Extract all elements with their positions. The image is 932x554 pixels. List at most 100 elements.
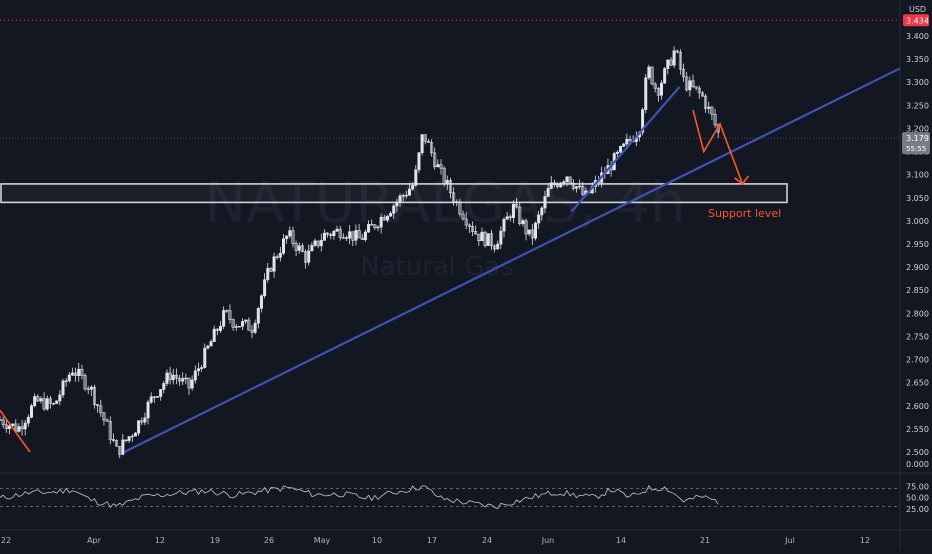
candle-body <box>178 377 182 382</box>
projection-arrowhead <box>734 175 750 186</box>
candle-body <box>133 432 137 437</box>
candle-body <box>448 180 452 194</box>
candle-body <box>417 152 421 171</box>
candle-body <box>540 207 544 216</box>
candle-body <box>215 328 219 331</box>
candle-body <box>152 396 156 398</box>
candle-body <box>675 50 679 53</box>
candle-body <box>159 389 163 397</box>
candle-body <box>697 87 701 94</box>
candle-body <box>45 398 49 410</box>
candle-body <box>140 420 144 423</box>
price-tick-label: 2.650 <box>906 379 929 388</box>
candle-body <box>231 319 235 328</box>
candle-body <box>445 180 449 185</box>
candle-body <box>319 240 323 247</box>
candle-body <box>433 152 437 168</box>
candle-body <box>694 86 698 89</box>
time-tick-label: 19 <box>210 536 220 545</box>
candle-body <box>493 245 497 250</box>
time-tick-label: May <box>314 536 331 545</box>
candle-body <box>656 87 660 96</box>
time-axis: 22 Apr 12 19 26 May 10 17 24 Jun 14 21 Jul 12 <box>1 536 870 545</box>
candle-body <box>710 106 714 115</box>
candle-body <box>619 146 623 153</box>
candle-body <box>266 268 270 281</box>
oscillator-zero-label: 0.000 <box>906 460 929 469</box>
candle-body <box>351 231 355 241</box>
candle-body <box>615 151 619 154</box>
candle-body <box>310 245 314 252</box>
candle-body <box>467 224 471 227</box>
candle-body <box>48 398 52 404</box>
candle-body <box>574 186 578 189</box>
candle-body <box>247 319 251 331</box>
oscillator-tick-label: 75.00 <box>906 482 929 491</box>
projection-path <box>692 109 744 185</box>
candle-body <box>64 380 68 382</box>
candle-body <box>165 372 169 384</box>
candle-body <box>102 412 106 421</box>
candle-body <box>373 224 377 228</box>
candle-body <box>171 374 175 381</box>
candle-body <box>244 319 248 322</box>
candle-body <box>0 419 2 421</box>
candle-body <box>275 256 279 258</box>
candle-body <box>237 326 241 328</box>
candle-body <box>489 233 493 247</box>
candle-body <box>436 164 440 168</box>
candle-body <box>521 220 525 224</box>
candle-body <box>137 420 141 434</box>
candle-body <box>234 326 238 328</box>
candle-body <box>212 328 216 342</box>
candle-body <box>127 436 131 441</box>
candle-body <box>335 228 339 232</box>
candle-body <box>556 184 560 188</box>
candle-body <box>316 240 320 247</box>
candle-body <box>404 194 408 197</box>
time-tick-label: 26 <box>264 536 274 545</box>
candle-body <box>307 250 311 263</box>
candle-body <box>571 182 575 189</box>
candle-body <box>124 439 128 442</box>
candle-body <box>348 231 352 239</box>
candle-body <box>187 377 191 389</box>
time-tick-label: 14 <box>616 536 626 545</box>
candle-body <box>58 394 62 402</box>
candle-body <box>89 386 93 390</box>
candle-body <box>338 228 342 238</box>
candle-body <box>297 245 301 251</box>
candle-body <box>143 417 147 423</box>
candle-body <box>74 372 78 376</box>
candle-body <box>222 310 226 327</box>
candle-body <box>430 142 434 154</box>
candle-body <box>33 396 37 407</box>
candle-body <box>666 59 670 69</box>
time-tick-label: 21 <box>700 536 710 545</box>
candle-body <box>281 238 285 254</box>
candle-body <box>184 377 188 380</box>
candle-body <box>515 203 519 208</box>
candle-body <box>682 68 686 78</box>
candle-body <box>4 424 8 430</box>
candle-body <box>713 113 717 126</box>
candle-body <box>398 195 402 203</box>
candle-body <box>228 310 232 320</box>
candle-body <box>455 201 459 203</box>
candle-body <box>508 216 512 218</box>
time-tick-label: 24 <box>482 536 492 545</box>
candle-body <box>190 379 194 389</box>
time-tick-label: Jul <box>784 536 795 545</box>
candle-body <box>644 77 648 110</box>
candle-body <box>685 76 689 91</box>
candle-body <box>7 425 11 430</box>
candle-body <box>389 213 393 217</box>
candle-body <box>625 138 629 145</box>
candle-body <box>628 138 632 141</box>
candle-body <box>678 51 682 70</box>
candle-body <box>130 435 134 438</box>
price-tick-label: 3.100 <box>906 171 929 180</box>
candle-body <box>250 329 254 333</box>
candle-body <box>70 372 74 376</box>
